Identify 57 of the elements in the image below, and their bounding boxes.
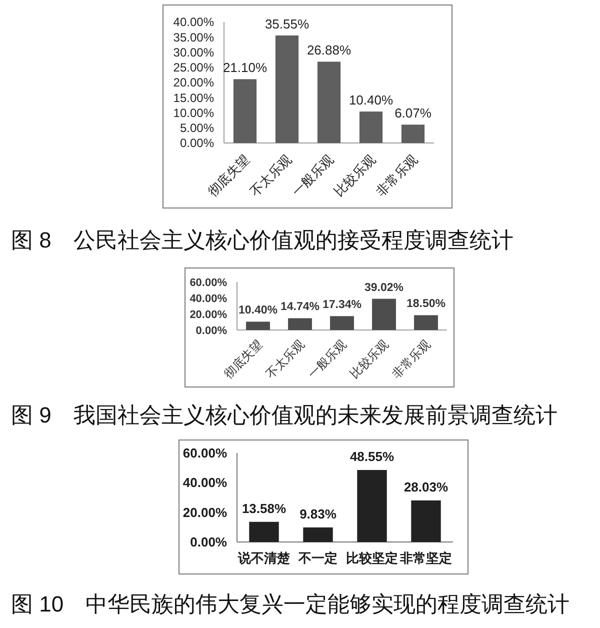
x-tick-label: 不太乐观 [263, 337, 308, 382]
y-tick-label: 35.00% [173, 30, 214, 44]
x-tick-label: 一般乐观 [305, 337, 350, 382]
data-label: 35.55% [264, 16, 310, 32]
data-label: 26.88% [306, 42, 352, 58]
data-label: 13.58% [242, 500, 286, 516]
x-tick-label: 非常坚定 [399, 550, 452, 566]
y-tick-label: 40.00% [173, 15, 214, 30]
text: 图 10 中华民族的伟大复兴一定能够实现的程度调查统计 [11, 592, 570, 617]
data-label: 14.74% [280, 301, 320, 314]
bar [401, 124, 425, 143]
data-label: 48.55% [350, 448, 394, 464]
y-tick-label: 0.00% [190, 534, 228, 550]
y-tick-label: 10.00% [173, 106, 214, 120]
y-tick-label: 0.00% [196, 324, 228, 337]
bar [330, 316, 354, 330]
y-tick-label: 20.00% [190, 308, 228, 321]
bar [233, 79, 257, 143]
data-label: 28.03% [404, 479, 448, 494]
bar [372, 298, 396, 330]
y-tick-label: 60.00% [190, 276, 228, 289]
data-label: 18.50% [406, 298, 446, 310]
bar [275, 35, 299, 143]
y-tick-label: 25.00% [173, 60, 214, 75]
bar [288, 318, 312, 330]
x-tick-label: 说不清楚 [237, 550, 291, 566]
y-tick-label: 40.00% [190, 292, 228, 305]
y-tick-label: 20.00% [182, 504, 228, 520]
data-label: 9.83% [300, 506, 337, 522]
bar [414, 315, 438, 330]
bar [303, 527, 333, 542]
data-label: 21.10% [222, 60, 268, 76]
bar [357, 470, 387, 542]
y-tick-label: 15.00% [173, 90, 214, 105]
bar [359, 112, 383, 143]
bar [246, 322, 270, 330]
bar [317, 62, 341, 143]
y-tick-label: 5.00% [180, 121, 214, 136]
bar [411, 500, 441, 542]
y-tick-label: 30.00% [173, 45, 214, 60]
y-tick-label: 20.00% [173, 76, 214, 90]
data-label: 17.34% [322, 299, 362, 312]
text: 图 9 我国社会主义核心价值观的未来发展前景调查统计 [11, 402, 558, 428]
text: 图 8 公民社会主义核心价值观的接受程度调查统计 [11, 228, 514, 253]
x-tick-label: 不一定 [298, 550, 338, 566]
data-label: 6.07% [394, 106, 432, 121]
x-tick-label: 非常乐观 [389, 337, 434, 382]
x-tick-label: 比较坚定 [346, 550, 398, 566]
y-tick-label: 60.00% [182, 446, 228, 461]
x-tick-label: 比较乐观 [347, 337, 392, 382]
y-tick-label: 0.00% [180, 136, 214, 150]
data-label: 10.40% [238, 304, 278, 317]
bar [249, 522, 279, 542]
x-tick-label: 彻底失望 [221, 337, 266, 382]
data-label: 10.40% [348, 92, 394, 108]
data-label: 39.02% [364, 282, 404, 294]
y-tick-label: 40.00% [182, 475, 228, 490]
